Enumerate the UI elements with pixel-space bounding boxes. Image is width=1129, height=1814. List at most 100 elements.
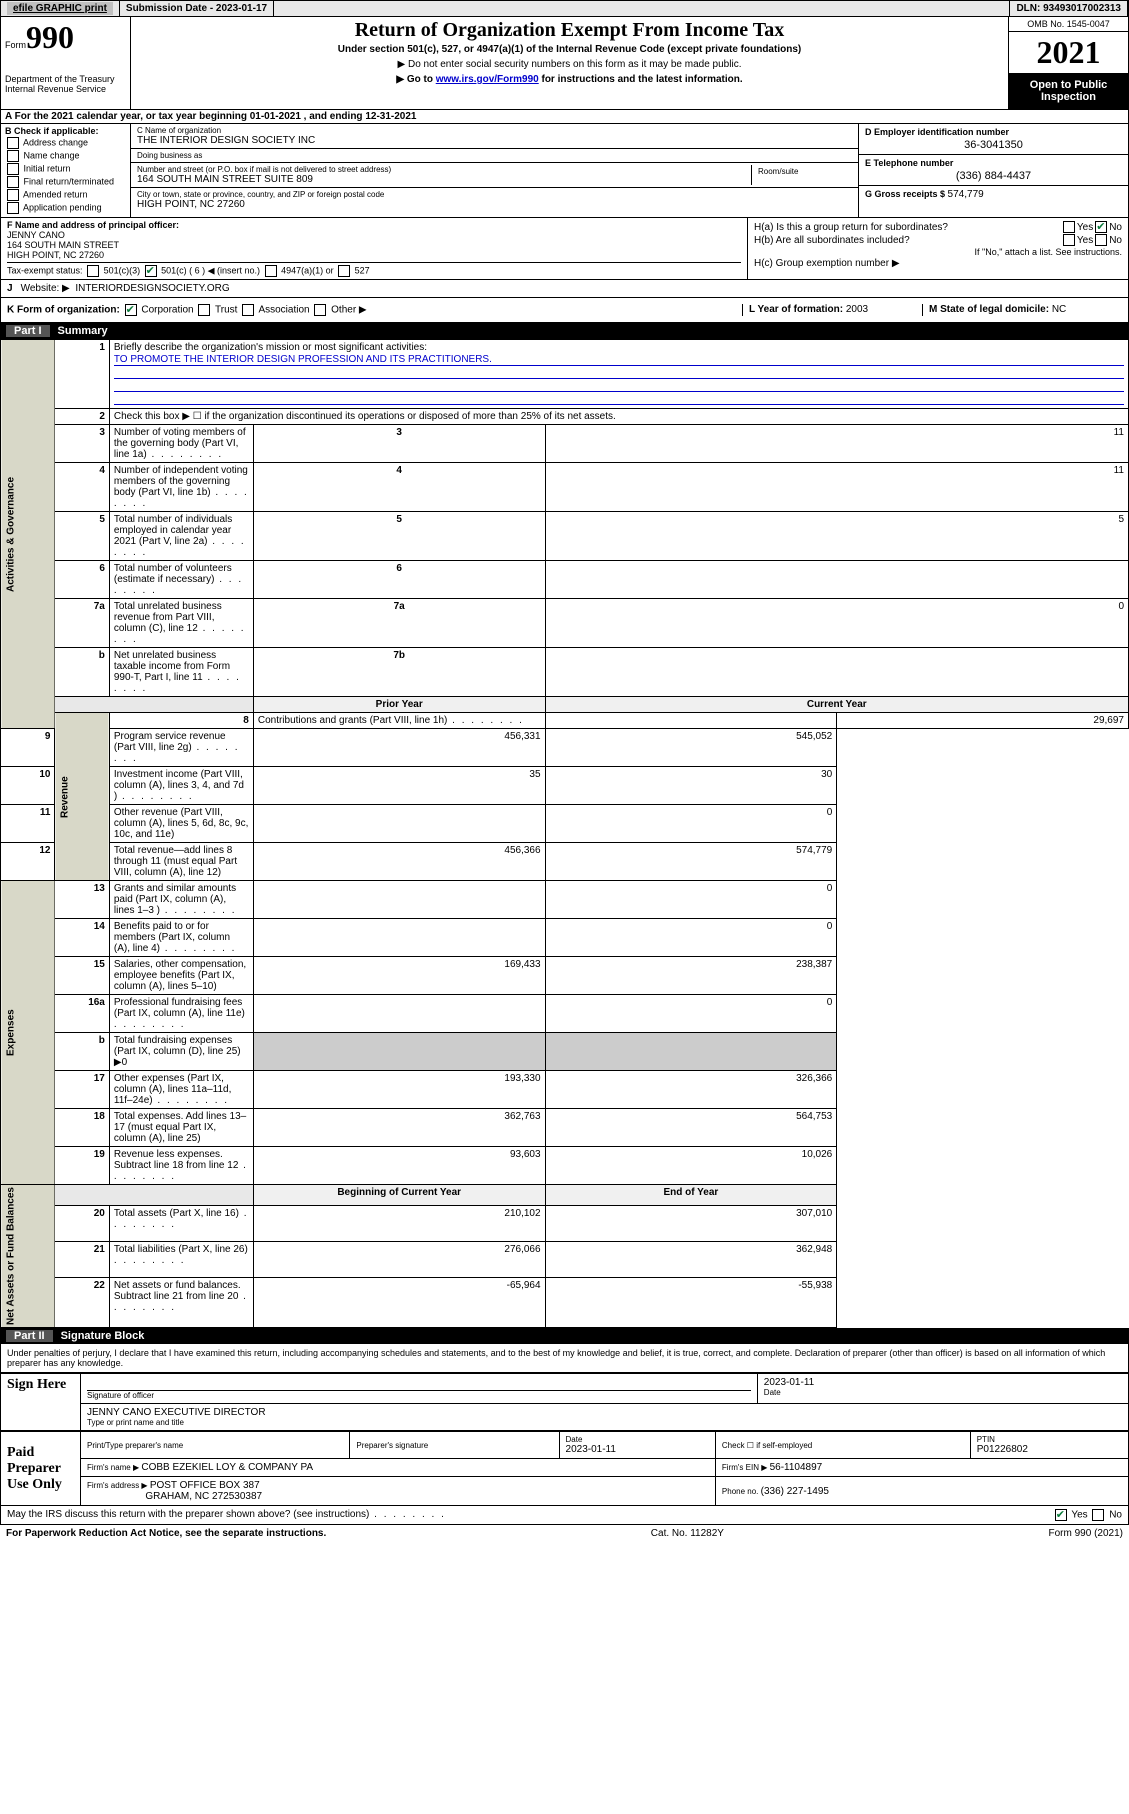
val-4: 11 (545, 463, 1128, 512)
city-state-zip: HIGH POINT, NC 27260 (137, 199, 852, 210)
cb-address-change[interactable]: Address change (5, 137, 126, 149)
cb-amended-return[interactable]: Amended return (5, 189, 126, 201)
part1-header: Part ISummary (0, 323, 1129, 339)
row-a-tax-year: A For the 2021 calendar year, or tax yea… (0, 110, 1129, 124)
instructions-note: ▶ Go to www.irs.gov/Form990 for instruct… (139, 74, 1000, 85)
cb-final-return[interactable]: Final return/terminated (5, 176, 126, 188)
val-7a: 0 (545, 599, 1128, 648)
cb-application-pending[interactable]: Application pending (5, 202, 126, 214)
cb-name-change[interactable]: Name change (5, 150, 126, 162)
irs-link[interactable]: www.irs.gov/Form990 (436, 74, 539, 85)
form-subtitle: Under section 501(c), 527, or 4947(a)(1)… (139, 44, 1000, 55)
rev-10-p: 35 (253, 767, 545, 805)
tab-revenue: Revenue (55, 713, 109, 881)
section-c: C Name of organizationTHE INTERIOR DESIG… (131, 124, 858, 217)
officer-addr1: 164 SOUTH MAIN STREET (7, 240, 741, 250)
efile-print-button[interactable]: efile GRAPHIC print (7, 2, 113, 15)
department: Department of the Treasury Internal Reve… (5, 74, 126, 94)
cat-no: Cat. No. 11282Y (651, 1528, 724, 1539)
exp-15-c: 238,387 (545, 957, 837, 995)
cb-association[interactable] (242, 304, 254, 316)
summary-table: Activities & Governance 1 Briefly descri… (0, 339, 1129, 1328)
cb-501c3[interactable] (87, 265, 99, 277)
cb-527[interactable] (338, 265, 350, 277)
officer-name-title: JENNY CANO EXECUTIVE DIRECTOR (87, 1407, 1122, 1418)
exp-14-c: 0 (545, 919, 837, 957)
val-7b (545, 648, 1128, 697)
exp-17-c: 326,366 (545, 1071, 837, 1109)
cb-self-employed[interactable]: Check ☐ if self-employed (722, 1441, 964, 1450)
rev-12-p: 456,366 (253, 843, 545, 881)
rev-9-p: 456,331 (253, 729, 545, 767)
firm-name: COBB EZEKIEL LOY & COMPANY PA (141, 1462, 313, 1473)
firm-ein: 56-1104897 (770, 1462, 823, 1473)
form-header: Form990 Department of the Treasury Inter… (0, 17, 1129, 110)
rev-11-c: 0 (545, 805, 837, 843)
firm-addr: POST OFFICE BOX 387 (150, 1480, 260, 1491)
exp-13-c: 0 (545, 881, 837, 919)
form-number: 990 (26, 19, 74, 55)
ssn-note: ▶ Do not enter social security numbers o… (139, 59, 1000, 70)
cb-other[interactable] (314, 304, 326, 316)
rev-8-c: 29,697 (837, 713, 1129, 729)
cb-trust[interactable] (198, 304, 210, 316)
cb-4947[interactable] (265, 265, 277, 277)
officer-addr2: HIGH POINT, NC 27260 (7, 250, 741, 260)
section-h: H(a) Is this a group return for subordin… (748, 218, 1128, 279)
cb-discuss-yes[interactable] (1055, 1509, 1067, 1521)
rev-10-c: 30 (545, 767, 837, 805)
submission-date: Submission Date - 2023-01-17 (120, 1, 274, 16)
cb-hb-no[interactable] (1095, 234, 1107, 246)
rev-9-c: 545,052 (545, 729, 837, 767)
ein: 36-3041350 (865, 139, 1122, 151)
cb-501c[interactable] (145, 265, 157, 277)
section-b: B Check if applicable: Address change Na… (1, 124, 131, 217)
officer-name: JENNY CANO (7, 230, 741, 240)
val-6 (545, 561, 1128, 599)
cb-ha-yes[interactable] (1063, 221, 1075, 233)
state-domicile: NC (1052, 304, 1066, 315)
street-address: 164 SOUTH MAIN STREET SUITE 809 (137, 174, 751, 185)
row-j-website: JWebsite: ▶ INTERIORDESIGNSOCIETY.ORG (0, 280, 1129, 298)
telephone: (336) 884-4437 (865, 170, 1122, 182)
discuss-question: May the IRS discuss this return with the… (7, 1509, 446, 1521)
rev-12-c: 574,779 (545, 843, 837, 881)
part2-header: Part IISignature Block (0, 1328, 1129, 1344)
form-label: Form (5, 40, 26, 50)
dln: DLN: 93493017002313 (1009, 1, 1128, 16)
footer: For Paperwork Reduction Act Notice, see … (0, 1525, 1129, 1542)
net-20-p: 210,102 (253, 1206, 545, 1242)
cb-initial-return[interactable]: Initial return (5, 163, 126, 175)
year-formation: 2003 (846, 304, 868, 315)
omb-number: OMB No. 1545-0047 (1009, 17, 1128, 32)
org-name: THE INTERIOR DESIGN SOCIETY INC (137, 135, 852, 146)
signature-declaration: Under penalties of perjury, I declare th… (0, 1344, 1129, 1373)
exp-18-c: 564,753 (545, 1109, 837, 1147)
public-inspection: Open to Public Inspection (1009, 73, 1128, 109)
section-f: F Name and address of principal officer:… (1, 218, 748, 279)
hc-group-exemption: H(c) Group exemption number ▶ (754, 258, 1122, 269)
website-url: INTERIORDESIGNSOCIETY.ORG (75, 283, 229, 294)
cb-discuss-no[interactable] (1092, 1509, 1104, 1521)
val-5: 5 (545, 512, 1128, 561)
cb-corporation[interactable] (125, 304, 137, 316)
exp-15-p: 169,433 (253, 957, 545, 995)
firm-phone: (336) 227-1495 (761, 1486, 829, 1497)
val-3: 11 (545, 425, 1128, 463)
net-20-c: 307,010 (545, 1206, 837, 1242)
top-bar: efile GRAPHIC print Submission Date - 20… (0, 0, 1129, 17)
sign-here-table: Sign Here Signature of officer 2023-01-1… (0, 1373, 1129, 1431)
form-title: Return of Organization Exempt From Incom… (139, 19, 1000, 42)
gross-receipts: 574,779 (948, 189, 984, 200)
preparer-table: Paid Preparer Use Only Print/Type prepar… (0, 1431, 1129, 1506)
exp-18-p: 362,763 (253, 1109, 545, 1147)
cb-hb-yes[interactable] (1063, 234, 1075, 246)
section-d: D Employer identification number36-30413… (858, 124, 1128, 217)
tab-net-assets: Net Assets or Fund Balances (1, 1185, 55, 1328)
net-21-p: 276,066 (253, 1241, 545, 1277)
net-21-c: 362,948 (545, 1241, 837, 1277)
exp-16a-c: 0 (545, 995, 837, 1033)
tab-expenses: Expenses (1, 881, 55, 1185)
cb-ha-no[interactable] (1095, 221, 1107, 233)
room-suite-label: Room/suite (758, 167, 846, 176)
